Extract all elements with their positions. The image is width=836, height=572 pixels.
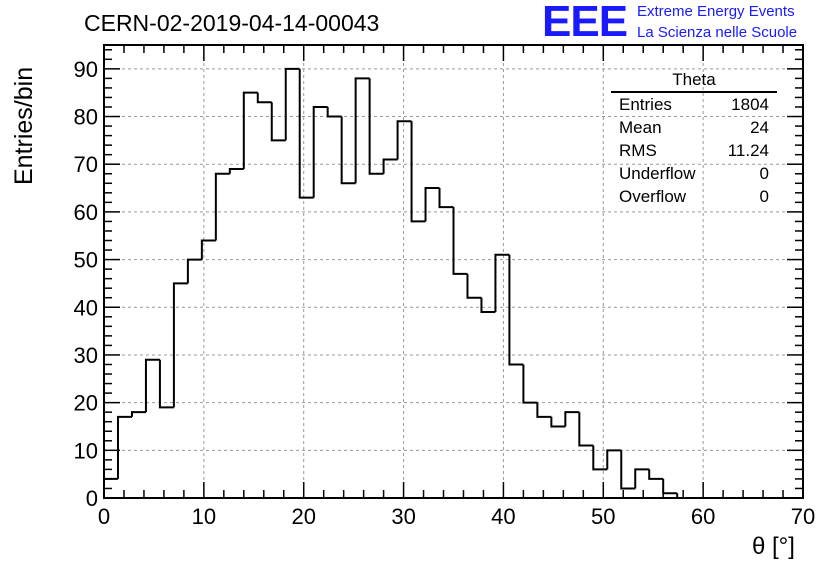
histogram-bin [466, 273, 482, 299]
eee-logo-line2: La Scienza nelle Scuole [637, 24, 798, 41]
histogram-bin [158, 359, 174, 409]
x-tick-label: 60 [691, 504, 715, 529]
stat-label: Entries [619, 95, 672, 114]
stat-value: 11.24 [727, 141, 769, 160]
histogram-bin [228, 167, 244, 174]
histogram-bin [578, 412, 594, 447]
x-axis-label: θ [°] [752, 533, 795, 560]
histogram-bin [130, 411, 146, 417]
eee-logo: EEE [542, 0, 628, 46]
stat-value: 24 [750, 118, 769, 137]
stat-row-underflow: Underflow 0 [611, 162, 777, 185]
histogram-bin [438, 188, 454, 209]
histogram-bin [116, 415, 132, 479]
histogram-bin [424, 187, 440, 222]
stat-label: Overflow [619, 187, 687, 206]
stats-box: Theta Entries 1804 Mean 24 RMS 11.24 Und… [611, 70, 777, 208]
histogram-bin [214, 172, 230, 241]
y-axis-label: Entries/bin [10, 66, 38, 185]
histogram-bin [508, 254, 524, 366]
x-tick-label: 20 [291, 504, 315, 529]
histogram-bin [242, 91, 258, 169]
histogram-bin [298, 68, 314, 199]
histogram-bin [326, 106, 342, 118]
stat-row-entries: Entries 1804 [611, 93, 777, 116]
stat-label: RMS [619, 141, 657, 160]
tick-label-layer: 0 10 20 30 40 50 60 70 0 10 20 30 40 50 60 70 80 90 [74, 57, 816, 529]
y-tick-label: 30 [74, 343, 98, 368]
histogram-bin [144, 358, 160, 413]
stat-value: 1804 [731, 95, 769, 114]
histogram-bin [172, 282, 188, 408]
x-tick-label: 30 [391, 504, 415, 529]
histogram-bin [270, 102, 286, 142]
histogram-bin [256, 92, 272, 104]
histogram-bin [480, 297, 496, 314]
histogram-bin [340, 116, 356, 185]
x-tick-label: 40 [491, 504, 515, 529]
plot-frame [103, 44, 804, 499]
histogram-bin [606, 449, 622, 470]
x-tick-label: 10 [192, 504, 216, 529]
stat-label: Mean [619, 118, 662, 137]
y-tick-label: 20 [74, 391, 98, 416]
tick-layer [103, 45, 804, 499]
histogram-bin [312, 105, 328, 198]
y-tick-label: 50 [74, 248, 98, 273]
stat-row-rms: RMS 11.24 [611, 139, 777, 162]
stat-value: 0 [759, 164, 769, 183]
histogram-bin [354, 77, 370, 184]
y-tick-label: 80 [74, 105, 98, 130]
histogram-bin [634, 468, 650, 489]
histogram-bin [410, 121, 426, 223]
y-tick-label: 0 [86, 486, 98, 511]
y-tick-label: 60 [74, 200, 98, 225]
histogram-bin [536, 402, 552, 418]
histogram-bin [284, 67, 300, 141]
histogram-bin [550, 416, 566, 428]
x-tick-label: 0 [98, 504, 110, 529]
run-title: CERN-02-2019-04-14-00043 [84, 10, 380, 36]
stats-title: Theta [611, 70, 777, 93]
x-tick-label: 50 [591, 504, 615, 529]
y-tick-label: 10 [74, 438, 98, 463]
stat-value: 0 [759, 187, 769, 206]
eee-logo-line1: Extreme Energy Events [637, 3, 795, 20]
histogram-bin [522, 364, 538, 404]
histogram-bin [620, 450, 636, 490]
x-tick-label: 70 [791, 504, 815, 529]
histogram-bin [396, 120, 412, 160]
histogram-bin [200, 239, 216, 260]
y-tick-label: 70 [74, 152, 98, 177]
stat-label: Underflow [619, 164, 696, 183]
histogram-bin [592, 445, 608, 471]
histogram-bin [186, 258, 202, 284]
y-tick-label: 40 [74, 295, 98, 320]
histogram-bin [564, 411, 580, 427]
histogram-bin [494, 253, 510, 313]
histogram-bin [648, 469, 664, 480]
histogram-bin [368, 78, 384, 175]
histogram-bin [452, 207, 468, 275]
histogram-bin [662, 478, 678, 495]
y-tick-label: 90 [74, 57, 98, 82]
stat-row-overflow: Overflow 0 [611, 185, 777, 208]
stat-row-mean: Mean 24 [611, 116, 777, 139]
histogram-bin [382, 158, 398, 174]
